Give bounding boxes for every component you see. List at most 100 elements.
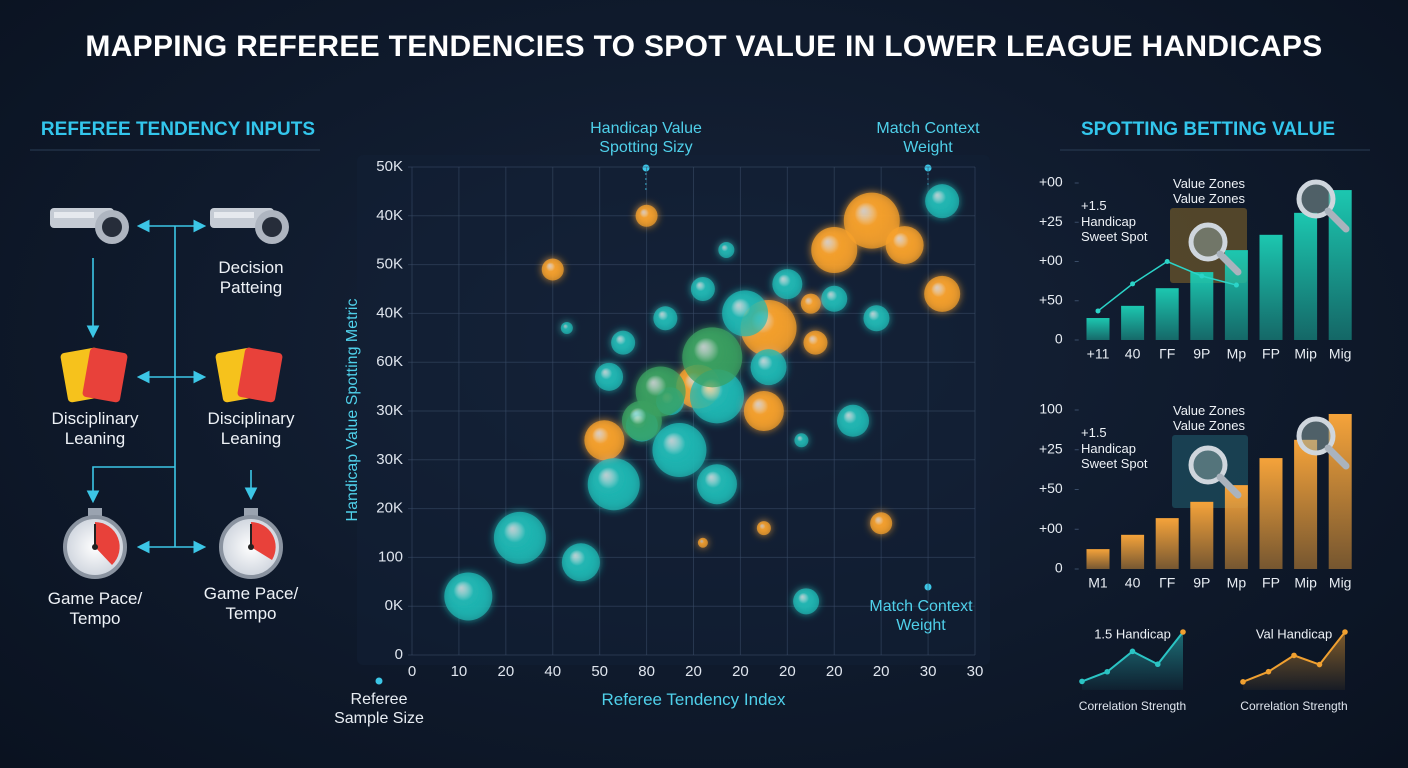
y-tick-label: 30K <box>376 402 403 419</box>
x-tick-label: 40 <box>1125 575 1141 591</box>
line-point <box>1342 629 1348 635</box>
sparkline-label: Correlation Strength <box>1079 699 1186 713</box>
x-tick-label: Mp <box>1227 575 1247 591</box>
bar <box>1259 458 1283 569</box>
bar <box>1086 318 1110 340</box>
bubble <box>756 521 771 536</box>
y-tick-label: 100 <box>378 548 403 565</box>
sparkline-title: 1.5 Handicap <box>1094 626 1171 641</box>
panel-title: SPOTTING BETTING VALUE <box>1080 119 1336 140</box>
x-tick-label: 30 <box>920 663 937 680</box>
area <box>1243 632 1345 690</box>
annotation: Value Zones <box>1172 176 1246 191</box>
y-tick-label: 60K <box>376 353 403 370</box>
annotation: Value Zones <box>1172 418 1246 433</box>
annotation: Match Context Weight <box>876 120 980 157</box>
line-point <box>1291 652 1297 659</box>
annotation: Value Zones <box>1172 403 1246 418</box>
input-label: Decision Patteing <box>218 258 284 298</box>
bubble <box>750 349 787 386</box>
bubble <box>621 400 662 441</box>
trend-point <box>1199 273 1205 279</box>
line-point <box>1129 648 1136 655</box>
bubble <box>793 588 820 615</box>
bar <box>1294 439 1318 569</box>
input-label: Game Pace/ Tempo <box>47 589 143 629</box>
line-point <box>1104 668 1111 675</box>
y-tick-label: +50 <box>1039 291 1063 307</box>
bubble <box>811 226 858 273</box>
bubble <box>794 433 809 448</box>
sparkline-label: Correlation Strength <box>1240 699 1347 713</box>
annotation: +1.5 Handicap Sweet Spot <box>1081 198 1148 245</box>
bubble <box>863 305 890 332</box>
x-tick-label: 20 <box>826 663 843 680</box>
bubble <box>696 464 737 505</box>
bubble <box>718 241 735 258</box>
bubble <box>925 184 960 219</box>
sparkline-title: Val Handicap <box>1256 626 1332 641</box>
line-point <box>1180 629 1186 635</box>
bubble <box>690 277 715 301</box>
y-tick-label: 0K <box>385 597 403 614</box>
y-tick-label: +25 <box>1039 213 1063 229</box>
stopwatch-icon <box>219 508 283 579</box>
bubble <box>772 269 803 300</box>
bubble <box>595 362 624 391</box>
whistle-icon <box>50 208 129 244</box>
x-tick-label: Mig <box>1329 346 1352 362</box>
y-tick-label: 100 <box>1039 401 1063 417</box>
cards-icon <box>215 347 283 403</box>
annotation: Value Zones <box>1172 191 1246 206</box>
x-tick-label: 20 <box>873 663 890 680</box>
bubble <box>587 458 640 511</box>
bubble <box>653 306 678 331</box>
x-tick-label: 30 <box>967 663 984 680</box>
y-tick-label: 0 <box>1055 331 1063 347</box>
area <box>1082 632 1183 690</box>
bar <box>1155 518 1179 569</box>
bubbles <box>444 184 961 621</box>
input-label: Game Pace/ Tempo <box>203 584 299 624</box>
bubble <box>652 423 707 478</box>
bubble <box>541 258 564 281</box>
bubble <box>843 192 900 249</box>
bubble <box>743 391 784 431</box>
bubble <box>444 572 493 621</box>
y-tick-label: 30K <box>376 451 403 468</box>
x-tick-label: Mip <box>1294 346 1317 362</box>
input-label: Disciplinary Leaning <box>51 409 139 449</box>
bubble <box>803 330 828 355</box>
y-tick-label: 50K <box>376 158 403 175</box>
y-tick-label: 0 <box>395 646 403 663</box>
input-label: Disciplinary Leaning <box>207 409 295 449</box>
trend-point <box>1164 259 1170 264</box>
bar <box>1121 534 1145 569</box>
line-point <box>1079 678 1085 685</box>
bubble <box>885 226 924 265</box>
line-point <box>1265 668 1272 675</box>
bubble <box>635 204 658 227</box>
x-tick-label: 40 <box>1125 346 1141 362</box>
bubble <box>800 293 821 314</box>
annotation: Referee Sample Size <box>334 691 424 728</box>
x-tick-label: 80 <box>638 663 655 680</box>
annotation: +1.5 Handicap Sweet Spot <box>1081 425 1148 472</box>
bar <box>1086 549 1110 569</box>
bar <box>1155 288 1179 340</box>
flow-arrows <box>86 219 258 554</box>
x-tick-label: Mig <box>1329 575 1352 591</box>
x-tick-label: 20 <box>497 663 514 680</box>
x-tick-label: +11 <box>1087 346 1110 362</box>
annotation: Match Context Weight <box>869 598 973 635</box>
y-tick-label: 0 <box>1055 560 1063 576</box>
bar <box>1294 212 1318 340</box>
line-point <box>1154 661 1161 668</box>
y-tick-label: 20K <box>376 500 403 517</box>
bubble <box>924 275 961 312</box>
bar <box>1224 485 1248 569</box>
trend-point <box>1130 281 1136 287</box>
annotation: Handicap Value Spotting Sizy <box>590 120 702 157</box>
